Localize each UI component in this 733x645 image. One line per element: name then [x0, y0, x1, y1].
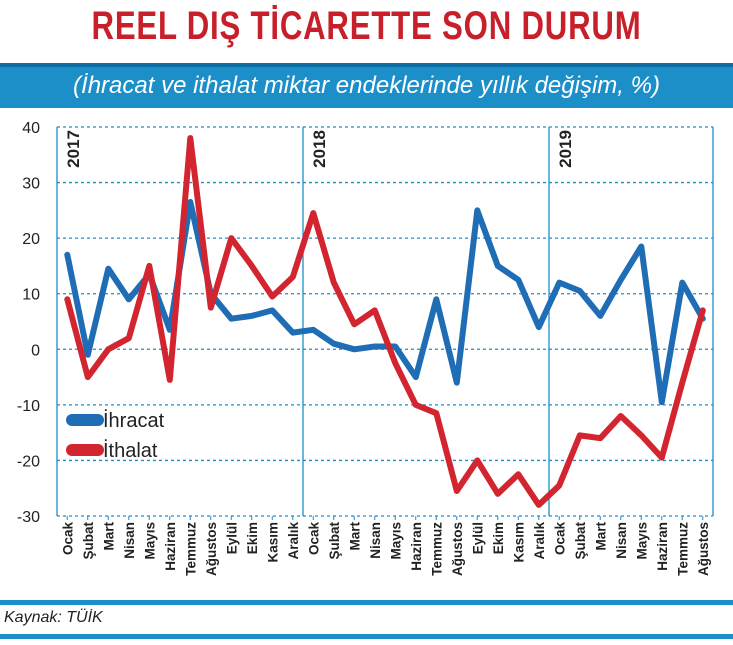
y-tick-label: -10: [17, 398, 40, 415]
x-tick-label: Şubat: [327, 522, 342, 560]
x-tick-label: Temmuz: [675, 522, 690, 576]
x-tick-label: Ocak: [306, 522, 321, 556]
grid-lines: 2017 2018 2019: [56, 126, 714, 517]
y-tick-label: 40: [22, 120, 40, 137]
x-tick-label: Ağustos: [204, 522, 219, 576]
x-tick-label: Ekim: [245, 522, 260, 554]
y-axis: 40 30 20 10 0 -10 -20 -30: [17, 120, 40, 526]
x-tick-label: Nisan: [614, 522, 629, 559]
x-tick-label: Ağustos: [450, 522, 465, 576]
x-tick-label: Ocak: [60, 522, 75, 556]
year-label: 2017: [64, 130, 83, 168]
x-tick-label: Mayıs: [634, 522, 649, 560]
legend: İhracat İthalat: [66, 409, 165, 462]
series-line-1: [64, 135, 706, 508]
legend-label: İhracat: [103, 409, 165, 432]
x-tick-label: Eylül: [470, 522, 485, 554]
legend-label: İthalat: [103, 439, 158, 462]
x-tick-label: Haziran: [163, 522, 178, 571]
y-tick-label: 20: [22, 231, 40, 248]
chart-title: REEL DIŞ TİCARETTE SON DURUM: [91, 4, 642, 48]
x-tick-label: Aralık: [532, 522, 547, 560]
x-tick-label: Mart: [593, 522, 608, 551]
x-tick-label: Haziran: [409, 522, 424, 571]
x-tick-label: Ağustos: [696, 522, 711, 576]
year-label: 2019: [556, 130, 575, 168]
subtitle-bar: [0, 63, 733, 108]
x-tick-label: Mayıs: [388, 522, 403, 560]
series-line-0: [64, 199, 706, 406]
x-tick-label: Ekim: [491, 522, 506, 554]
source-note: Kaynak: TÜİK: [4, 609, 103, 626]
y-tick-label: 30: [22, 176, 40, 193]
series-lines: [64, 135, 706, 508]
x-tick-label: Aralık: [286, 522, 301, 560]
x-tick-label: Mart: [347, 522, 362, 551]
x-tick-label: Mayıs: [142, 522, 157, 560]
x-tick-label: Eylül: [224, 522, 239, 554]
x-tick-label: Şubat: [573, 522, 588, 560]
x-tick-label: Nisan: [368, 522, 383, 559]
x-tick-label: Haziran: [655, 522, 670, 571]
year-label: 2018: [310, 130, 329, 168]
line-chart: 2017 2018 2019 40 30 20 10 0 -10 -20 -30 Ocak Şuba…: [17, 120, 714, 576]
x-tick-label: Nisan: [122, 522, 137, 559]
y-tick-label: -20: [17, 453, 40, 470]
x-tick-label: Şubat: [81, 522, 96, 560]
x-tick-label: Temmuz: [183, 522, 198, 576]
footer-bottom-line: [0, 634, 733, 639]
y-tick-label: 0: [31, 342, 40, 359]
x-axis: Ocak Şubat Mart Nisan Mayıs Haziran Temmuz Ağus…: [60, 516, 711, 576]
x-tick-label: Mart: [101, 522, 116, 551]
footer-top-line: [0, 600, 733, 605]
y-tick-label: 10: [22, 287, 40, 304]
x-tick-label: Temmuz: [429, 522, 444, 576]
y-tick-label: -30: [17, 509, 40, 526]
x-tick-label: Kasım: [265, 522, 280, 563]
x-tick-label: Ocak: [552, 522, 567, 556]
subtitle-bar-edge: [0, 63, 733, 67]
chart-subtitle: (İhracat ve ithalat miktar endeklerinde …: [73, 72, 660, 99]
x-tick-label: Kasım: [511, 522, 526, 563]
